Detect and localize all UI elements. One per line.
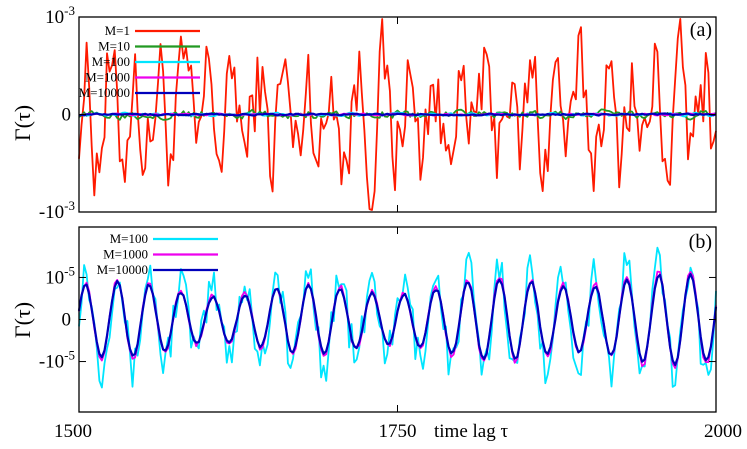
legend-label: M=10000 <box>79 85 130 100</box>
legend-label: M=10 <box>98 39 130 54</box>
y-tick-label: -10-3 <box>39 198 75 223</box>
panel-b: Γ(τ) (b) time lag τ 10-5 0 -10-5 1500 1750 20… <box>10 226 742 442</box>
y-tick-label: 0 <box>62 105 72 126</box>
legend-label: M=1000 <box>85 70 130 85</box>
x-tick-label: 1500 <box>54 421 92 442</box>
series-line <box>78 17 717 211</box>
panel-b-label: (b) <box>689 231 712 253</box>
x-axis-label: time lag τ <box>434 421 508 442</box>
legend-label: M=10000 <box>97 262 148 277</box>
series-line <box>78 112 717 117</box>
series-line <box>78 270 717 369</box>
legend-label: M=100 <box>92 54 130 69</box>
panel-b-ylabel: Γ(τ) <box>10 302 35 338</box>
panel-a-label: (a) <box>690 19 712 41</box>
series-line <box>78 246 717 389</box>
y-tick-label: -10-5 <box>39 348 75 373</box>
series-line <box>77 273 718 367</box>
panel-a: Γ(τ) (a) 10-3 0 -10-3 M=1M=10M=100M=1000M=1… <box>10 3 717 223</box>
panel-a-ylabel: Γ(τ) <box>10 105 35 141</box>
y-tick-label: 10-3 <box>45 3 75 28</box>
legend-label: M=100 <box>110 231 148 246</box>
legend-label: M=1 <box>105 23 130 38</box>
y-tick-label: 10-5 <box>45 263 75 288</box>
x-tick-label: 2000 <box>704 421 742 442</box>
y-tick-label: 0 <box>62 310 72 331</box>
legend-label: M=1000 <box>103 247 148 262</box>
x-tick-label: 1750 <box>379 421 417 442</box>
